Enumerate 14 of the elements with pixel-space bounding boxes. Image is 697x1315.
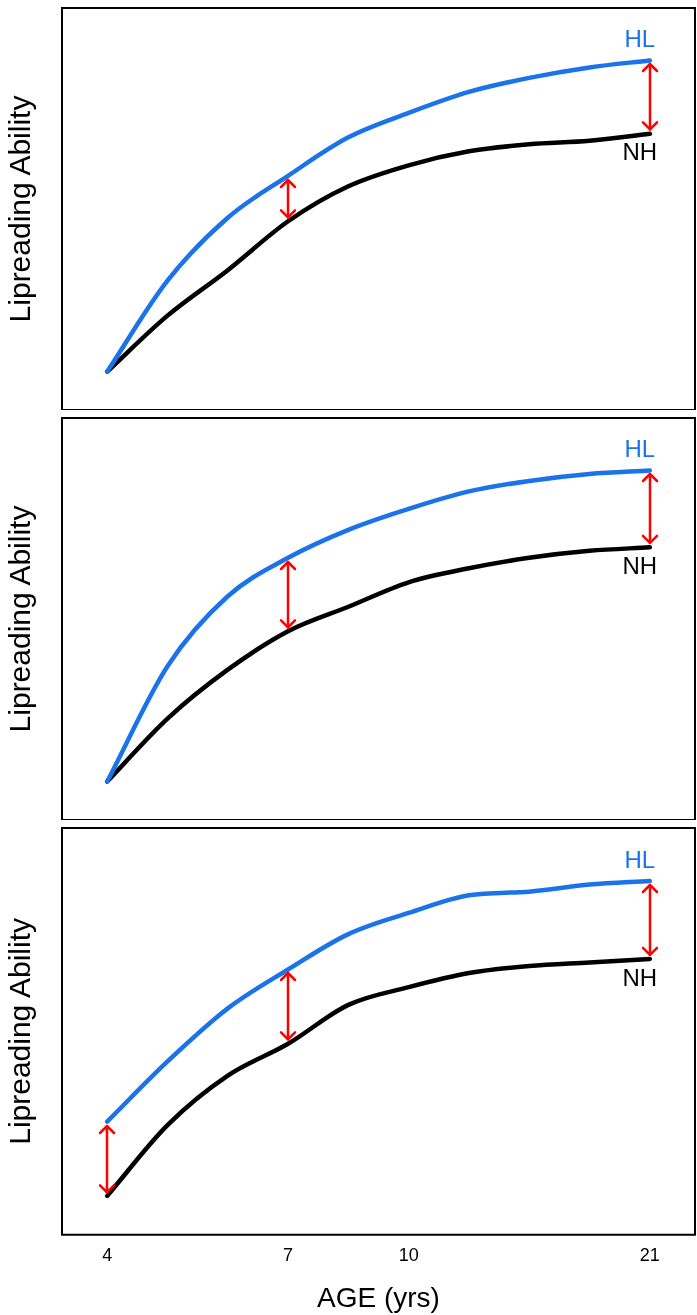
series-label: HL: [624, 435, 656, 463]
x-tick-label: 7: [283, 1244, 294, 1265]
y-axis-title: Lipreading Ability: [3, 505, 37, 733]
y-axis-title: Lipreading Ability: [3, 95, 37, 323]
series-label: NH: [622, 551, 658, 579]
x-tick-label: 4: [102, 1244, 113, 1265]
series-label: NH: [622, 963, 658, 991]
x-tick-label: 10: [398, 1244, 419, 1265]
series-label: HL: [624, 25, 656, 53]
x-tick-label: 21: [639, 1244, 660, 1265]
series-label: NH: [622, 138, 658, 166]
x-axis-title: AGE (yrs): [317, 1281, 440, 1313]
y-axis-title: Lipreading Ability: [3, 917, 37, 1145]
series-label: HL: [624, 845, 656, 873]
